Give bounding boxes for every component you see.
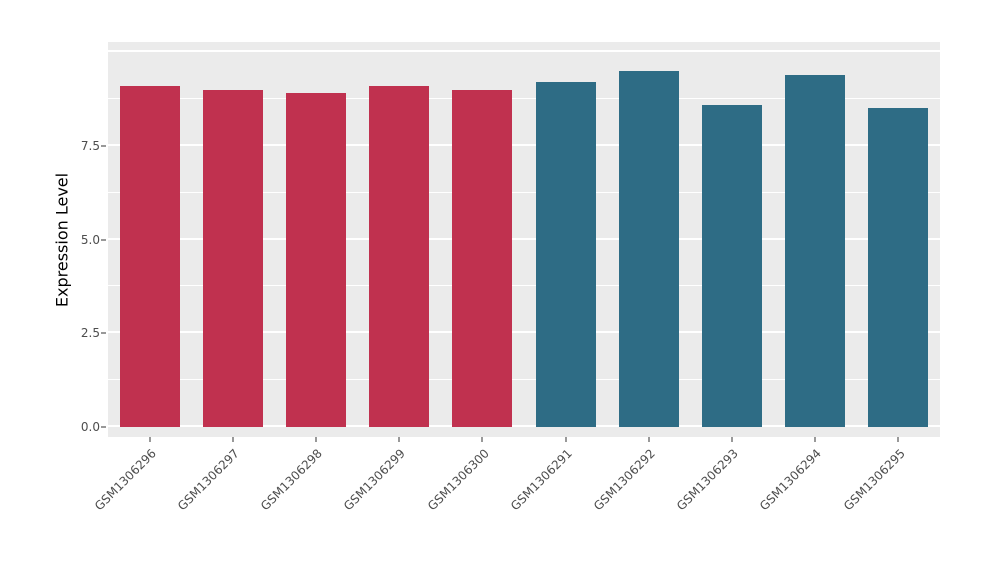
- y-axis-tick-label: 0.0: [80, 419, 100, 434]
- bar: [119, 85, 180, 427]
- x-axis-tick-mark: [814, 437, 816, 442]
- y-axis-tick-mark: [101, 332, 106, 334]
- bar: [618, 70, 679, 427]
- x-axis-tick-mark: [315, 437, 317, 442]
- gridline-minor: [108, 379, 940, 381]
- y-axis-tick-mark: [101, 426, 106, 428]
- gridline-major: [108, 237, 940, 240]
- x-axis-label: GSM1306300: [424, 446, 492, 514]
- x-axis-tick-mark: [565, 437, 567, 442]
- bar: [535, 82, 596, 427]
- x-axis-label: GSM1306293: [674, 446, 742, 514]
- x-axis-label: GSM1306292: [591, 446, 659, 514]
- bar: [369, 85, 430, 427]
- gridline-minor: [108, 285, 940, 287]
- x-axis-tick-mark: [731, 437, 733, 442]
- x-axis-label: GSM1306298: [258, 446, 326, 514]
- bar: [785, 74, 846, 427]
- y-axis-tick-label: 5.0: [80, 232, 100, 247]
- bar: [202, 89, 263, 427]
- x-axis: GSM1306296 GSM1306297 GSM1306298 GSM1306299…: [92, 437, 940, 557]
- x-axis-label: GSM1306297: [175, 446, 243, 514]
- x-axis-tick-mark: [149, 437, 151, 442]
- bar: [452, 89, 513, 427]
- y-axis-tick-mark: [101, 145, 106, 147]
- x-axis-tick-mark: [648, 437, 650, 442]
- x-axis-label: GSM1306291: [507, 446, 575, 514]
- x-axis-label: GSM1306296: [91, 446, 159, 514]
- y-axis: 0.0 2.5 5.0 7.5: [0, 42, 106, 437]
- gridline-minor: [108, 191, 940, 193]
- gridline-major: [108, 50, 940, 53]
- gridline-minor: [108, 97, 940, 99]
- x-axis-label: GSM1306294: [757, 446, 825, 514]
- bar: [286, 93, 346, 427]
- gridline-major: [108, 143, 940, 146]
- x-axis-label: GSM1306295: [840, 446, 908, 514]
- gridline-major: [108, 331, 940, 334]
- y-axis-tick-label: 2.5: [80, 326, 100, 341]
- x-axis-label: GSM1306299: [341, 446, 409, 514]
- x-axis-tick-mark: [232, 437, 234, 442]
- bar: [702, 104, 762, 427]
- y-axis-tick-mark: [101, 239, 106, 240]
- x-axis-tick-mark: [481, 437, 483, 442]
- gridline-major: [108, 424, 940, 427]
- bar: [868, 108, 929, 427]
- x-axis-tick-mark: [897, 437, 899, 442]
- x-axis-tick-mark: [398, 437, 400, 442]
- y-axis-tick-label: 7.5: [80, 138, 100, 153]
- plot-panel: [108, 42, 940, 437]
